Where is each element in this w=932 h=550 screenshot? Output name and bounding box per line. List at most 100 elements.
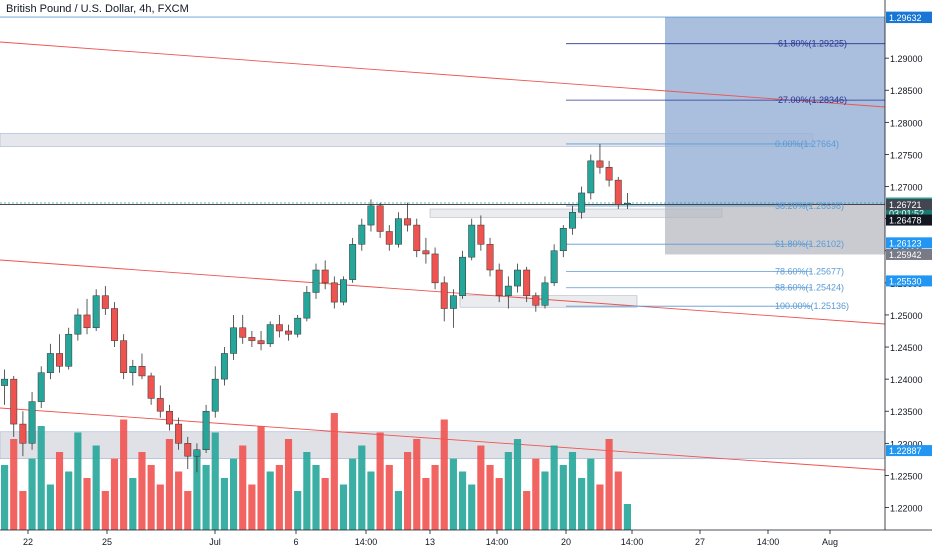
volume-bar bbox=[211, 432, 219, 530]
volume-bar bbox=[468, 484, 476, 530]
volume-bar bbox=[294, 491, 302, 530]
volume-bar bbox=[184, 491, 192, 530]
candle-up bbox=[202, 410, 210, 451]
fib-level-label: -61.80%(1.29225) bbox=[775, 39, 847, 49]
candle-up bbox=[312, 269, 320, 293]
candle-down bbox=[147, 375, 155, 399]
candle-down bbox=[156, 398, 164, 412]
volume-bar bbox=[120, 419, 128, 530]
time-tick-label: 25 bbox=[102, 537, 112, 547]
candle-up bbox=[468, 224, 476, 258]
price-tick-label: 1.25000 bbox=[890, 311, 923, 321]
volume-bar bbox=[19, 491, 27, 530]
candle-down bbox=[184, 443, 192, 457]
price-tick-label: 1.27000 bbox=[890, 183, 923, 193]
time-tick-label: 14:00 bbox=[621, 537, 644, 547]
volume-bar bbox=[229, 458, 238, 530]
candle-down bbox=[431, 253, 439, 284]
volume-bar bbox=[367, 471, 375, 530]
volume-bar bbox=[385, 465, 393, 530]
candle-up bbox=[340, 279, 347, 303]
volume-bar bbox=[74, 432, 82, 530]
candle-up bbox=[449, 295, 457, 309]
price-tick-label: 1.29000 bbox=[890, 54, 923, 64]
candle-up bbox=[74, 314, 82, 335]
candle-down bbox=[56, 353, 63, 367]
candle-up bbox=[65, 333, 73, 367]
candle-down bbox=[19, 423, 27, 444]
candle-up bbox=[587, 160, 595, 194]
time-tick-label: 6 bbox=[293, 537, 298, 547]
candle-down bbox=[165, 410, 173, 425]
fib-level-label: 61.80%(1.26102) bbox=[775, 239, 844, 249]
price-label-text: 1.26123 bbox=[889, 238, 922, 248]
candle-down bbox=[422, 250, 430, 255]
candle-down bbox=[101, 295, 109, 309]
volume-bar bbox=[83, 478, 91, 530]
volume-bar bbox=[1, 465, 9, 530]
candle-down bbox=[605, 167, 613, 181]
price-label-text: 1.26478 bbox=[889, 216, 922, 226]
candle-down bbox=[285, 330, 292, 335]
price-label-box bbox=[886, 214, 932, 226]
volume-bar bbox=[431, 465, 439, 530]
candle-down bbox=[532, 295, 540, 306]
volume-bar bbox=[440, 419, 448, 530]
volume-bar bbox=[248, 484, 256, 530]
candle-down bbox=[404, 218, 412, 226]
candle-up bbox=[394, 218, 402, 245]
price-tick-label: 1.23000 bbox=[890, 439, 923, 449]
volume-bar bbox=[394, 491, 403, 530]
volume-bar bbox=[239, 445, 247, 530]
volume-bar bbox=[65, 471, 73, 530]
candle-up bbox=[193, 449, 201, 457]
volume-bar bbox=[101, 491, 109, 530]
volume-bar bbox=[202, 465, 210, 530]
volume-bar bbox=[614, 471, 622, 530]
price-tick-label: 1.24500 bbox=[890, 343, 923, 353]
price-label-box bbox=[886, 445, 932, 457]
candle-up bbox=[129, 366, 137, 373]
candle-down bbox=[614, 179, 622, 205]
fib-level-label: 78.60%(1.25677) bbox=[775, 266, 844, 276]
price-tick-label: 1.28000 bbox=[890, 118, 923, 128]
volume-bar bbox=[266, 471, 274, 530]
candle-up bbox=[46, 353, 54, 373]
price-tick-label: 1.23500 bbox=[890, 407, 923, 417]
trend-line-upper bbox=[0, 41, 886, 108]
fib-level-label: -27.00%(1.28346) bbox=[775, 95, 847, 105]
candle-up bbox=[550, 250, 558, 284]
candle-down bbox=[413, 224, 421, 251]
candle-down bbox=[477, 224, 485, 245]
volume-bar bbox=[532, 458, 540, 530]
volume-bar bbox=[339, 484, 348, 530]
price-label-box bbox=[886, 198, 932, 210]
symbol-title: British Pound / U.S. Dollar, 4h, FXCM bbox=[6, 3, 189, 15]
candle-up bbox=[358, 224, 366, 245]
fib-level-label: 88.60%(1.25424) bbox=[775, 283, 844, 293]
volume-bar bbox=[568, 452, 577, 530]
price-tick-label: 1.24000 bbox=[890, 375, 923, 385]
volume-bar bbox=[541, 471, 549, 530]
volume-bar bbox=[376, 432, 384, 530]
volume-bar bbox=[550, 445, 558, 530]
price-label-text: 1.26721 bbox=[889, 200, 922, 210]
volume-bar bbox=[477, 445, 485, 530]
candle-down bbox=[385, 231, 393, 245]
price-tick-label: 1.22000 bbox=[890, 504, 923, 514]
candle-down bbox=[275, 324, 283, 332]
time-tick-label: 14:00 bbox=[757, 537, 780, 547]
fib-level-label: 100.00%(1.25136) bbox=[775, 301, 849, 311]
fib-level-label: 38.20%(1.26698) bbox=[775, 201, 844, 211]
candle-up bbox=[541, 282, 549, 306]
candle-up bbox=[623, 202, 631, 205]
candle-down bbox=[523, 269, 531, 296]
price-tick-label: 1.27500 bbox=[890, 150, 923, 160]
time-tick-label: Aug bbox=[822, 537, 838, 547]
volume-bar bbox=[513, 439, 522, 530]
price-label-text: 1.29632 bbox=[889, 13, 922, 23]
candle-up bbox=[569, 211, 576, 229]
position-box bbox=[665, 204, 885, 255]
candle-down bbox=[596, 160, 604, 168]
